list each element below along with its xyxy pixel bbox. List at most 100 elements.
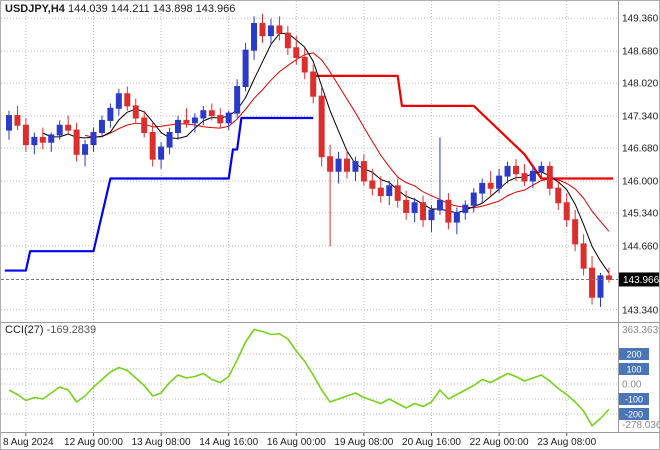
candle xyxy=(82,144,89,155)
candle xyxy=(39,136,46,143)
candle xyxy=(479,182,486,194)
candle xyxy=(394,185,401,201)
time-tick-label: 12 Aug 00:00 xyxy=(64,437,123,448)
price-tick-label: 143.340 xyxy=(622,305,659,316)
candle xyxy=(563,202,570,221)
price-tick-label: 146.000 xyxy=(622,176,659,187)
cci-level-badge: 200 xyxy=(619,348,649,360)
candle xyxy=(132,105,139,119)
candle xyxy=(605,275,612,280)
candle xyxy=(513,165,519,175)
cci-current-value: -169.2839 xyxy=(46,324,97,336)
candle xyxy=(48,134,55,143)
candle xyxy=(335,158,342,172)
candle xyxy=(107,107,114,121)
candle xyxy=(352,161,359,172)
candle xyxy=(208,110,215,117)
candle xyxy=(183,119,190,124)
candle xyxy=(428,209,435,221)
overlay-lines-layer xyxy=(4,32,614,274)
svg-text:100: 100 xyxy=(626,365,641,375)
candle xyxy=(403,199,410,213)
time-tick-label: 20 Aug 16:00 xyxy=(402,437,461,448)
candle xyxy=(115,93,122,109)
price-tick-label: 145.340 xyxy=(622,208,659,219)
candle xyxy=(225,112,232,124)
candle xyxy=(141,117,148,134)
time-tick-label: 14 Aug 16:00 xyxy=(199,437,258,448)
cci-max-label: 363.3639 xyxy=(622,325,660,336)
candle xyxy=(251,23,258,51)
candle xyxy=(284,32,291,49)
candle xyxy=(175,119,181,134)
svg-text:-100: -100 xyxy=(625,395,643,405)
candles-layer xyxy=(6,13,612,307)
candle xyxy=(369,180,376,189)
candle xyxy=(487,182,494,189)
price-tick-label: 148.020 xyxy=(622,79,659,90)
time-tick-label: 8 Aug 2024 xyxy=(3,437,54,448)
time-tick-label: 19 Aug 08:00 xyxy=(334,437,393,448)
time-tick-label: 22 Aug 00:00 xyxy=(470,437,529,448)
candle xyxy=(90,132,97,146)
candle xyxy=(436,199,443,211)
candle xyxy=(56,124,63,136)
candle xyxy=(259,23,266,37)
candle xyxy=(14,115,21,126)
candle xyxy=(546,165,553,189)
candle xyxy=(580,243,587,269)
candle xyxy=(293,47,300,58)
price-tick-label: 146.680 xyxy=(622,144,659,155)
trend-stop-line-red xyxy=(313,74,614,180)
cci-level-badge: -100 xyxy=(619,393,649,405)
candle xyxy=(538,165,545,172)
price-tick-label: 144.660 xyxy=(622,241,659,252)
candle xyxy=(22,124,29,146)
candle xyxy=(65,124,72,131)
candle xyxy=(310,71,317,97)
candle xyxy=(470,192,477,206)
cci-min-label: -278.036 xyxy=(622,420,660,431)
candle xyxy=(6,115,12,131)
candle xyxy=(158,146,165,160)
candle xyxy=(411,202,418,213)
svg-text:200: 200 xyxy=(626,350,641,360)
price-tick-label: 148.680 xyxy=(622,47,659,58)
candle xyxy=(31,136,38,146)
svg-text:143.966: 143.966 xyxy=(623,275,660,286)
candle xyxy=(327,156,334,172)
chart-ohlc-label: USDJPY,H4 144.039 144.211 143.898 143.96… xyxy=(5,3,235,15)
grid-layer xyxy=(1,1,618,432)
candle xyxy=(504,165,511,177)
candle xyxy=(200,110,207,119)
ma-slow-line xyxy=(84,52,610,232)
candle xyxy=(73,129,80,155)
time-tick-label: 23 Aug 08:00 xyxy=(537,437,596,448)
time-tick-label: 16 Aug 00:00 xyxy=(267,437,326,448)
ohlc-values: 144.039 144.211 143.898 143.966 xyxy=(67,3,236,15)
cci-panel-layer xyxy=(1,328,618,427)
current-price-badge: 143.966 xyxy=(619,272,660,287)
candle xyxy=(386,185,393,196)
candle xyxy=(529,170,536,182)
candle xyxy=(420,202,427,221)
candle xyxy=(217,115,224,124)
svg-text:-200: -200 xyxy=(625,410,643,420)
candle xyxy=(453,211,460,223)
candle xyxy=(377,187,384,196)
candle xyxy=(166,132,173,148)
candle xyxy=(267,25,274,37)
candle xyxy=(344,158,350,172)
cci-level-badge: -200 xyxy=(619,408,649,420)
candle xyxy=(445,199,452,223)
price-tick-label: 147.340 xyxy=(622,112,659,123)
candle xyxy=(149,132,156,160)
candle xyxy=(98,119,105,134)
candle xyxy=(124,93,131,107)
candle xyxy=(555,187,562,204)
cci-name: CCI(27) xyxy=(5,324,44,336)
cci-level-badge: 100 xyxy=(619,363,649,375)
